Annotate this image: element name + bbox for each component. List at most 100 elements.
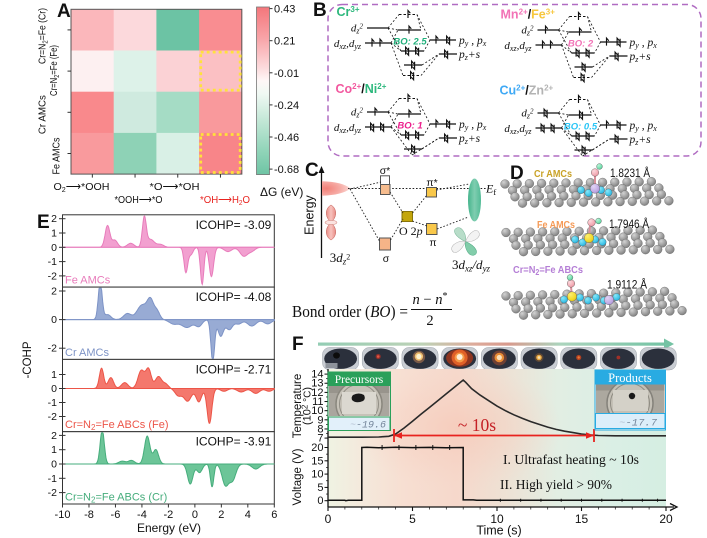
svg-text:0: 0 bbox=[51, 459, 57, 471]
svg-text:E: E bbox=[37, 212, 50, 233]
svg-text:13: 13 bbox=[311, 378, 323, 390]
svg-text:1.7946 Å: 1.7946 Å bbox=[609, 218, 649, 231]
svg-text:10: 10 bbox=[311, 405, 323, 417]
svg-text:pz+s: pz+s bbox=[629, 134, 652, 147]
svg-text:-1: -1 bbox=[48, 397, 57, 409]
svg-text:1.8231 Å: 1.8231 Å bbox=[610, 167, 650, 180]
svg-text:Cr=N2=Fe ABCs (Cr): Cr=N2=Fe ABCs (Cr) bbox=[65, 492, 167, 505]
svg-text:20: 20 bbox=[659, 512, 673, 526]
svg-text:11: 11 bbox=[312, 396, 323, 408]
svg-text:10: 10 bbox=[311, 469, 323, 481]
svg-text:-8: -8 bbox=[84, 509, 94, 521]
svg-text:Energy: Energy bbox=[303, 194, 317, 234]
svg-text:0: 0 bbox=[51, 242, 57, 254]
svg-text:F: F bbox=[292, 334, 304, 355]
svg-text:15: 15 bbox=[311, 455, 323, 467]
svg-text:σ*: σ* bbox=[380, 165, 391, 177]
svg-text:Cr3+: Cr3+ bbox=[337, 5, 360, 19]
svg-text:-0.01: -0.01 bbox=[274, 68, 299, 80]
svg-text:dxz,dyz: dxz,dyz bbox=[504, 123, 532, 136]
svg-text:2: 2 bbox=[51, 213, 57, 225]
svg-text:n − n*: n − n* bbox=[413, 291, 448, 308]
svg-text:14: 14 bbox=[311, 369, 323, 381]
svg-text:dxz,dyz: dxz,dyz bbox=[334, 38, 362, 51]
svg-text:-COHP: -COHP bbox=[22, 341, 34, 378]
svg-text:12: 12 bbox=[311, 387, 323, 399]
svg-text:BO: 1: BO: 1 bbox=[397, 121, 422, 132]
svg-text:A: A bbox=[57, 1, 71, 22]
svg-text:1: 1 bbox=[51, 444, 57, 456]
svg-text:ICOHP= -3.91: ICOHP= -3.91 bbox=[196, 435, 272, 449]
svg-text:Fe AMCs: Fe AMCs bbox=[537, 219, 575, 231]
svg-text:~-19.6: ~-19.6 bbox=[350, 421, 386, 432]
svg-text:8: 8 bbox=[317, 423, 323, 435]
svg-text:Cr=N2=Fe ABCs (Fe): Cr=N2=Fe ABCs (Fe) bbox=[65, 419, 168, 432]
svg-text:ICOHP= -3.09: ICOHP= -3.09 bbox=[196, 218, 272, 232]
svg-text:3dxz/dyz: 3dxz/dyz bbox=[452, 257, 491, 274]
svg-text:-10: -10 bbox=[55, 509, 71, 521]
svg-text:σ: σ bbox=[383, 253, 390, 265]
svg-text:Products: Products bbox=[608, 371, 652, 385]
svg-text:pz+s: pz+s bbox=[629, 51, 652, 64]
svg-text:BO: 2.5: BO: 2.5 bbox=[393, 37, 427, 48]
svg-text:-6: -6 bbox=[111, 509, 121, 521]
svg-text:-2: -2 bbox=[48, 343, 57, 355]
svg-text:Fe AMCs: Fe AMCs bbox=[65, 275, 111, 287]
svg-text:I. Ultrafast heating ~ 10s: I. Ultrafast heating ~ 10s bbox=[503, 452, 639, 467]
svg-text:dxz,dyz: dxz,dyz bbox=[504, 40, 532, 53]
svg-text:-1: -1 bbox=[48, 256, 57, 268]
svg-text:dxz,dyz: dxz,dyz bbox=[334, 122, 362, 135]
svg-text:Energy (eV): Energy (eV) bbox=[137, 521, 201, 535]
svg-text:Voltage (V): Voltage (V) bbox=[292, 448, 304, 505]
svg-text:pz+s: pz+s bbox=[458, 49, 481, 62]
svg-text:*OOH⟶*O: *OOH⟶*O bbox=[115, 194, 163, 206]
svg-text:2: 2 bbox=[51, 286, 57, 298]
svg-text:0: 0 bbox=[325, 512, 332, 526]
svg-text:-2: -2 bbox=[48, 487, 57, 499]
svg-text:0: 0 bbox=[51, 383, 57, 395]
svg-text:5: 5 bbox=[409, 512, 416, 526]
svg-text:Temperature: Temperature bbox=[292, 374, 304, 439]
svg-text:10: 10 bbox=[490, 512, 504, 526]
svg-text:II. High yield > 90%: II. High yield > 90% bbox=[500, 477, 612, 492]
svg-text:2: 2 bbox=[51, 430, 57, 442]
svg-text:BO: 2: BO: 2 bbox=[568, 39, 594, 50]
svg-text:2: 2 bbox=[426, 313, 433, 329]
svg-text:7: 7 bbox=[317, 433, 323, 445]
svg-text:0: 0 bbox=[317, 495, 323, 507]
svg-text:6: 6 bbox=[271, 509, 277, 521]
svg-text:0.21: 0.21 bbox=[274, 36, 295, 48]
svg-text:1: 1 bbox=[51, 369, 57, 381]
svg-text:Cr=N2=Fe (Fe): Cr=N2=Fe (Fe) bbox=[49, 45, 61, 96]
svg-text:0: 0 bbox=[192, 509, 198, 521]
svg-text:Mn2+/Fe3+: Mn2+/Fe3+ bbox=[501, 8, 556, 22]
svg-text:0.43: 0.43 bbox=[274, 4, 295, 16]
svg-text:(102 °C): (102 °C) bbox=[301, 387, 314, 425]
svg-text:-4: -4 bbox=[137, 509, 147, 521]
svg-text:~-17.7: ~-17.7 bbox=[619, 418, 658, 430]
svg-text:Cr AMCs: Cr AMCs bbox=[534, 168, 572, 180]
svg-text:1.9112 Å: 1.9112 Å bbox=[607, 279, 647, 292]
svg-text:O 2p: O 2p bbox=[399, 224, 423, 238]
svg-text:-1: -1 bbox=[48, 473, 57, 485]
svg-text:-0.46: -0.46 bbox=[274, 132, 299, 144]
svg-text:ICOHP= -2.71: ICOHP= -2.71 bbox=[196, 362, 272, 376]
svg-text:ΔG (eV): ΔG (eV) bbox=[260, 185, 303, 199]
svg-text:py , px: py , px bbox=[629, 120, 658, 133]
svg-text:π*: π* bbox=[426, 177, 437, 189]
svg-text:Fe AMCs: Fe AMCs bbox=[52, 138, 63, 175]
svg-text:O2⟶*OOH: O2⟶*OOH bbox=[54, 181, 110, 194]
svg-text:Cr AMCs: Cr AMCs bbox=[65, 347, 110, 359]
svg-text:py , px: py , px bbox=[458, 119, 487, 132]
svg-text:~ 10s: ~ 10s bbox=[458, 415, 496, 435]
svg-text:pz+s: pz+s bbox=[458, 133, 481, 146]
svg-text:Precursors: Precursors bbox=[335, 374, 384, 386]
svg-text:9: 9 bbox=[317, 414, 323, 426]
svg-text:4: 4 bbox=[245, 509, 251, 521]
svg-text:-2: -2 bbox=[48, 270, 57, 282]
svg-text:5: 5 bbox=[317, 482, 323, 494]
svg-text:Bond order (BO) =: Bond order (BO) = bbox=[292, 302, 408, 321]
svg-text:ICOHP= -4.08: ICOHP= -4.08 bbox=[196, 290, 272, 304]
svg-text:*OH⟶H2O: *OH⟶H2O bbox=[200, 194, 250, 207]
svg-text:Cr AMCs: Cr AMCs bbox=[38, 95, 49, 134]
